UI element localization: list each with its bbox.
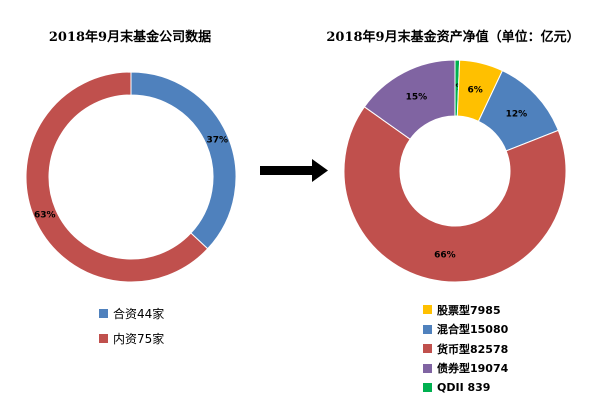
right-legend: 股票型7985 混合型15080 货币型82578 债券型19074 QDII 839 bbox=[423, 300, 508, 398]
legend-item-内资: 内资75家 bbox=[99, 326, 164, 351]
left-chart-title: 2018年9月末基金公司数据 bbox=[48, 30, 212, 45]
legend-label: 合资44家 bbox=[113, 307, 165, 321]
donut-slice-内资 bbox=[25, 71, 209, 283]
company-donut-chart: 37% 63% bbox=[25, 71, 237, 283]
legend-item-QDII: QDII 839 bbox=[423, 378, 508, 398]
slice-percent-label: 66% bbox=[434, 250, 456, 260]
donut-slice-债券型 bbox=[363, 59, 456, 140]
legend-item-混合型: 混合型15080 bbox=[423, 320, 508, 340]
legend-item-合资: 合资44家 bbox=[99, 301, 164, 326]
legend-swatch bbox=[423, 344, 432, 354]
slice-percent-label: 63% bbox=[34, 210, 56, 220]
slice-percent-label: 1% bbox=[449, 83, 464, 93]
legend-swatch bbox=[423, 324, 432, 334]
legend-swatch bbox=[423, 363, 432, 373]
slice-percent-label: 6% bbox=[467, 85, 482, 95]
legend-item-债券型: 债券型19074 bbox=[423, 359, 508, 379]
legend-label: 内资75家 bbox=[113, 332, 165, 346]
legend-label: 股票型7985 bbox=[437, 303, 501, 317]
legend-item-货币型: 货币型82578 bbox=[423, 339, 508, 359]
asset-donut-chart: 1% 6% 12% 66% 15% bbox=[343, 59, 567, 283]
legend-label: QDII 839 bbox=[437, 381, 491, 395]
slice-percent-label: 37% bbox=[206, 136, 228, 146]
donut-slice-合资 bbox=[130, 71, 237, 250]
legend-swatch bbox=[423, 383, 432, 393]
left-legend: 合资44家内资75家 bbox=[99, 301, 164, 351]
legend-swatch bbox=[99, 309, 108, 318]
donut-slice-货币型 bbox=[343, 106, 567, 283]
right-chart-title: 2018年9月末基金资产净值（单位：亿元） bbox=[326, 30, 580, 45]
legend-swatch bbox=[423, 305, 432, 315]
slice-percent-label: 12% bbox=[506, 110, 528, 120]
arrow-icon bbox=[260, 159, 328, 182]
legend-label: 债券型19074 bbox=[437, 362, 509, 376]
slice-percent-label: 15% bbox=[406, 92, 428, 102]
legend-swatch bbox=[99, 334, 108, 343]
legend-label: 混合型15080 bbox=[437, 323, 509, 337]
legend-label: 货币型82578 bbox=[437, 342, 509, 356]
legend-item-股票型: 股票型7985 bbox=[423, 300, 508, 320]
